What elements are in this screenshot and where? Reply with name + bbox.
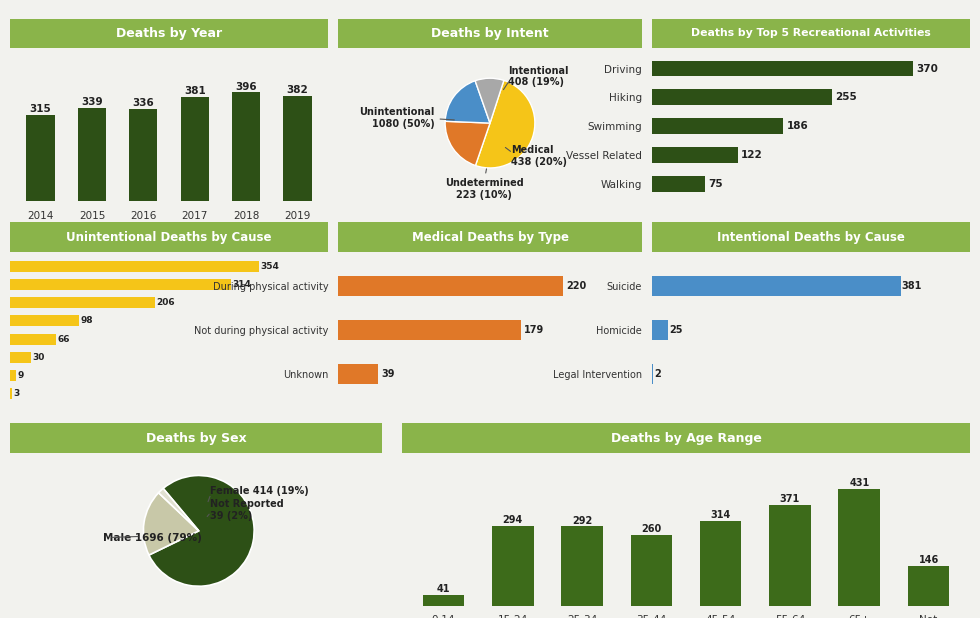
Text: 294: 294: [503, 515, 523, 525]
Text: 314: 314: [232, 280, 251, 289]
Text: 220: 220: [566, 281, 586, 291]
Text: Deaths by Year: Deaths by Year: [116, 27, 222, 40]
Text: Unintentional Deaths by Cause: Unintentional Deaths by Cause: [67, 231, 271, 244]
Text: 396: 396: [235, 82, 257, 91]
Text: 292: 292: [572, 515, 592, 526]
Bar: [10, 297, 155, 308]
Bar: [232, 93, 261, 201]
Bar: [652, 320, 668, 340]
Bar: [10, 370, 16, 381]
Text: 260: 260: [641, 524, 662, 535]
Text: 66: 66: [58, 334, 71, 344]
Bar: [422, 595, 465, 606]
Bar: [652, 276, 901, 296]
Text: Medical
438 (20%): Medical 438 (20%): [511, 145, 567, 167]
Bar: [652, 147, 738, 163]
Text: 382: 382: [286, 85, 309, 96]
Bar: [338, 320, 521, 340]
Text: 39: 39: [381, 369, 395, 379]
Bar: [839, 489, 880, 606]
Text: 9: 9: [18, 371, 24, 380]
Wedge shape: [159, 488, 199, 531]
Bar: [10, 279, 230, 290]
Text: 314: 314: [710, 510, 731, 520]
Text: 354: 354: [260, 261, 279, 271]
Bar: [652, 118, 783, 134]
Text: 98: 98: [80, 316, 93, 326]
Wedge shape: [475, 78, 504, 123]
Text: 179: 179: [524, 325, 545, 335]
Bar: [10, 352, 31, 363]
Bar: [492, 526, 533, 606]
Text: 431: 431: [849, 478, 869, 488]
Wedge shape: [445, 81, 490, 123]
Bar: [338, 364, 378, 384]
Bar: [769, 505, 810, 606]
Bar: [10, 388, 12, 399]
Text: 122: 122: [741, 150, 763, 160]
Wedge shape: [149, 475, 254, 586]
Text: Female 414 (19%): Female 414 (19%): [210, 486, 309, 496]
Text: 146: 146: [918, 555, 939, 565]
Text: 339: 339: [81, 97, 103, 108]
Text: Deaths by Age Range: Deaths by Age Range: [611, 431, 761, 445]
Bar: [26, 115, 55, 201]
Bar: [652, 176, 705, 192]
Bar: [630, 535, 672, 606]
Text: 41: 41: [437, 584, 450, 594]
Text: 336: 336: [132, 98, 154, 108]
Bar: [10, 334, 56, 345]
Bar: [10, 315, 78, 326]
Text: Unintentional
1080 (50%): Unintentional 1080 (50%): [360, 108, 435, 129]
Text: 315: 315: [29, 104, 52, 114]
Bar: [129, 109, 158, 201]
Bar: [77, 108, 106, 201]
Wedge shape: [445, 121, 490, 166]
Text: Deaths by Sex: Deaths by Sex: [146, 431, 246, 445]
Text: 371: 371: [780, 494, 800, 504]
Text: 370: 370: [916, 64, 938, 74]
Text: 206: 206: [156, 298, 174, 307]
Bar: [180, 96, 209, 201]
Text: Male 1696 (79%): Male 1696 (79%): [104, 533, 203, 543]
Bar: [652, 61, 912, 77]
Bar: [283, 96, 312, 201]
Bar: [652, 364, 653, 384]
Text: 3: 3: [14, 389, 20, 399]
Text: 186: 186: [787, 121, 808, 131]
Text: 381: 381: [184, 86, 206, 96]
Wedge shape: [143, 493, 199, 555]
Text: Intentional
408 (19%): Intentional 408 (19%): [508, 66, 568, 87]
Text: 75: 75: [709, 179, 723, 188]
Text: 25: 25: [669, 325, 683, 335]
Text: 255: 255: [835, 92, 857, 103]
Text: Medical Deaths by Type: Medical Deaths by Type: [412, 231, 568, 244]
Bar: [652, 90, 832, 105]
Text: 2: 2: [655, 369, 662, 379]
Text: Deaths by Intent: Deaths by Intent: [431, 27, 549, 40]
Bar: [10, 261, 259, 272]
Text: Undetermined
223 (10%): Undetermined 223 (10%): [445, 178, 523, 200]
Text: Intentional Deaths by Cause: Intentional Deaths by Cause: [717, 231, 905, 244]
Bar: [700, 520, 742, 606]
Text: 30: 30: [32, 353, 45, 362]
Bar: [338, 276, 564, 296]
Bar: [562, 527, 603, 606]
Text: Not Reported
39 (2%): Not Reported 39 (2%): [210, 499, 283, 520]
Text: Deaths by Top 5 Recreational Activities: Deaths by Top 5 Recreational Activities: [691, 28, 931, 38]
Wedge shape: [475, 80, 535, 168]
Bar: [907, 566, 950, 606]
Text: 381: 381: [902, 281, 922, 291]
